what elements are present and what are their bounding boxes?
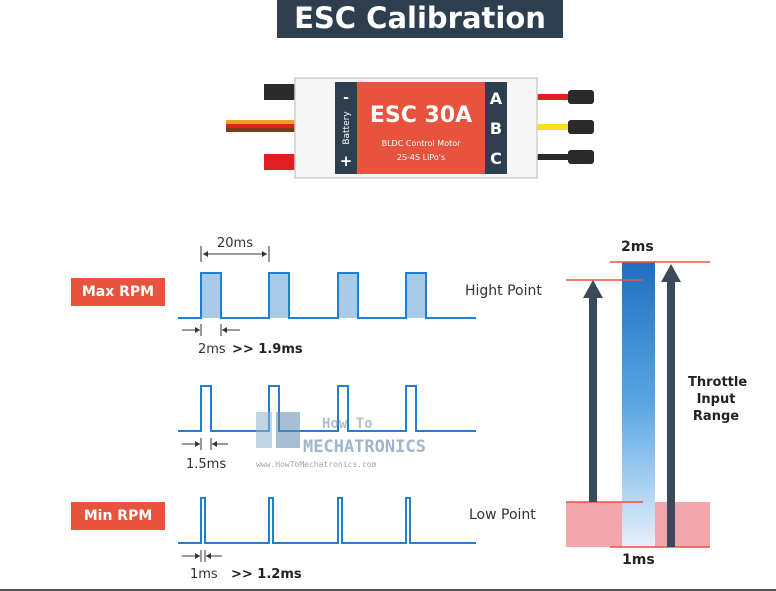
phase-a-label: A <box>490 89 503 108</box>
min-pulse-alt-label: >> 1.2ms <box>231 567 302 582</box>
watermark: How To MECHATRONICS www.HowToMechatronic… <box>256 412 426 469</box>
esc-right-strip <box>485 82 507 174</box>
signal-wire-red <box>226 124 296 128</box>
esc-left-strip <box>335 82 357 174</box>
signal-wire-yellow <box>226 120 296 124</box>
mid-pulse-label: 1.5ms <box>186 457 227 472</box>
esc-subtitle-2: 2S-4S LiPo's <box>397 153 445 162</box>
high-point-label: Hight Point <box>465 283 542 299</box>
min-rpm-waveform <box>178 497 476 562</box>
watermark-logo-right <box>276 412 300 448</box>
watermark-line1: How To <box>322 416 373 432</box>
low-point-label: Low Point <box>469 507 536 523</box>
min-rpm-tag: Min RPM <box>71 502 165 530</box>
throttle-label-1: Throttle <box>688 375 748 390</box>
max-pulse-label: 2ms <box>198 342 226 357</box>
bottom-divider <box>0 589 776 591</box>
watermark-url: www.HowToMechatronics.com <box>256 460 377 469</box>
high-point-arrow <box>589 296 597 502</box>
phase-c-label: C <box>490 149 502 168</box>
phase-b-connector <box>568 120 594 134</box>
min-pulse-label: 1ms <box>190 567 218 582</box>
phase-b-wire <box>536 124 568 130</box>
esc-model: ESC 30A <box>370 103 472 128</box>
esc-module: - + Battery ESC 30A BLDC Control Motor 2… <box>226 77 594 179</box>
range-bottom-label: 1ms <box>622 552 655 568</box>
range-top-label: 2ms <box>621 239 654 255</box>
phase-c-connector <box>568 150 594 164</box>
signal-wire-brown <box>226 128 296 132</box>
throttle-bar <box>622 262 655 547</box>
throttle-range-graphic <box>566 261 710 548</box>
battery-minus-wire <box>264 84 296 100</box>
esc-label-panel <box>357 82 485 174</box>
phase-a-connector <box>568 90 594 104</box>
minus-sign: - <box>343 90 349 106</box>
period-label: 20ms <box>217 236 253 251</box>
battery-label: Battery <box>342 111 352 145</box>
plus-sign: + <box>340 152 353 170</box>
max-pulse-alt-label: >> 1.9ms <box>232 342 303 357</box>
max-rpm-tag: Max RPM <box>71 278 165 306</box>
max-rpm-waveform <box>178 246 476 336</box>
mid-rpm-waveform <box>178 385 476 450</box>
throttle-label-2: Input <box>696 392 736 407</box>
esc-subtitle-1: BLDC Control Motor <box>382 139 462 148</box>
throttle-range-arrow <box>667 280 675 547</box>
phase-b-label: B <box>490 119 502 138</box>
watermark-logo-left <box>256 412 272 448</box>
watermark-line2: MECHATRONICS <box>303 437 426 457</box>
phase-a-wire <box>536 94 568 100</box>
page-title: ESC Calibration <box>277 0 563 38</box>
throttle-label-3: Range <box>692 409 740 424</box>
phase-c-wire <box>536 154 568 160</box>
battery-plus-wire <box>264 154 296 170</box>
